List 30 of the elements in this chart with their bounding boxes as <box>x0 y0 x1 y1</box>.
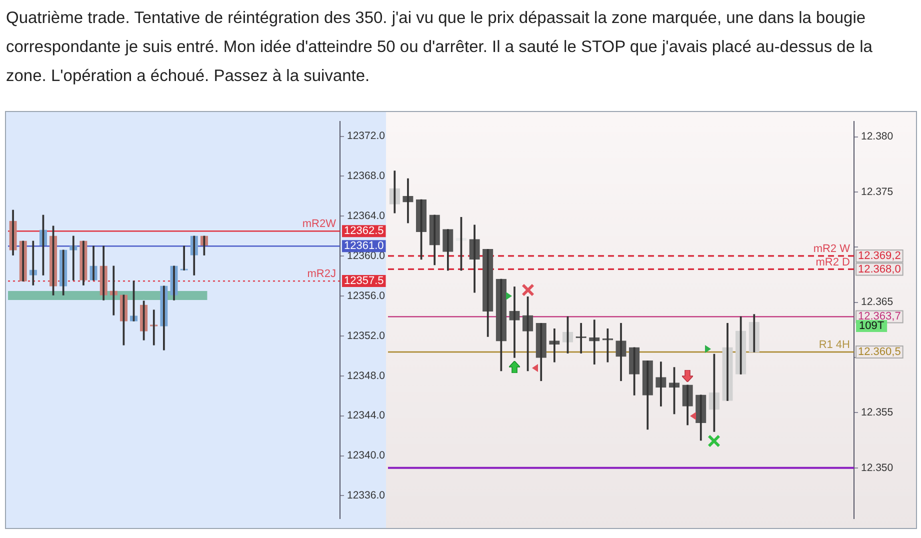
ref-line-label: 12.360,5 <box>858 346 901 358</box>
y-tick-label: 12.355 <box>861 406 894 419</box>
ref-line-label: 12.368,0 <box>858 263 901 276</box>
y-tick-label: 12.380 <box>861 130 894 143</box>
y-tick-label: 12.365 <box>861 296 894 308</box>
y-tick-label: 12.350 <box>861 462 894 474</box>
y-tick-label: 12368.0 <box>347 170 386 182</box>
candlestick <box>180 246 188 270</box>
annotation: mR2J <box>307 268 336 280</box>
y-tick-label: 12.375 <box>861 186 894 198</box>
annotation: mR2 D <box>816 256 850 268</box>
y-tick-label: 12360.0 <box>347 250 386 262</box>
y-tick-label: 12336.0 <box>347 490 386 502</box>
y-tick-label: 12356.0 <box>347 290 386 302</box>
ref-line-label: 12.369,2 <box>858 250 901 262</box>
candlestick <box>150 310 158 346</box>
y-tick-label: 12352.0 <box>347 330 386 342</box>
y-tick-label: 12344.0 <box>347 410 386 422</box>
y-tick-label: 12340.0 <box>347 450 386 462</box>
ref-line-label: 12357.5 <box>344 275 384 288</box>
y-tick-label: 12364.0 <box>347 210 386 222</box>
text: 109T <box>859 320 884 332</box>
text: Quatrième trade. Tentative de réintégration des 350. j'ai vu que le prix dépassait la zone marquée, une dans la bougie correspondante je suis entré. Mon idée d'atteindre 50 ou d'arrêter. Il a sauté le STOP que j'avais placé au-dessus de la zone. L'opération a échoué. Passez à la suivante. <box>6 8 874 87</box>
ref-line-label: 12362.5 <box>344 225 384 238</box>
ref-line-label: 12361.0 <box>344 240 384 252</box>
y-tick-label: 12348.0 <box>347 370 386 382</box>
annotation: mR2 W <box>813 243 851 256</box>
annotation: R1 4H <box>818 339 850 352</box>
annotation: mR2W <box>302 218 337 230</box>
y-tick-label: 12372.0 <box>347 130 386 142</box>
